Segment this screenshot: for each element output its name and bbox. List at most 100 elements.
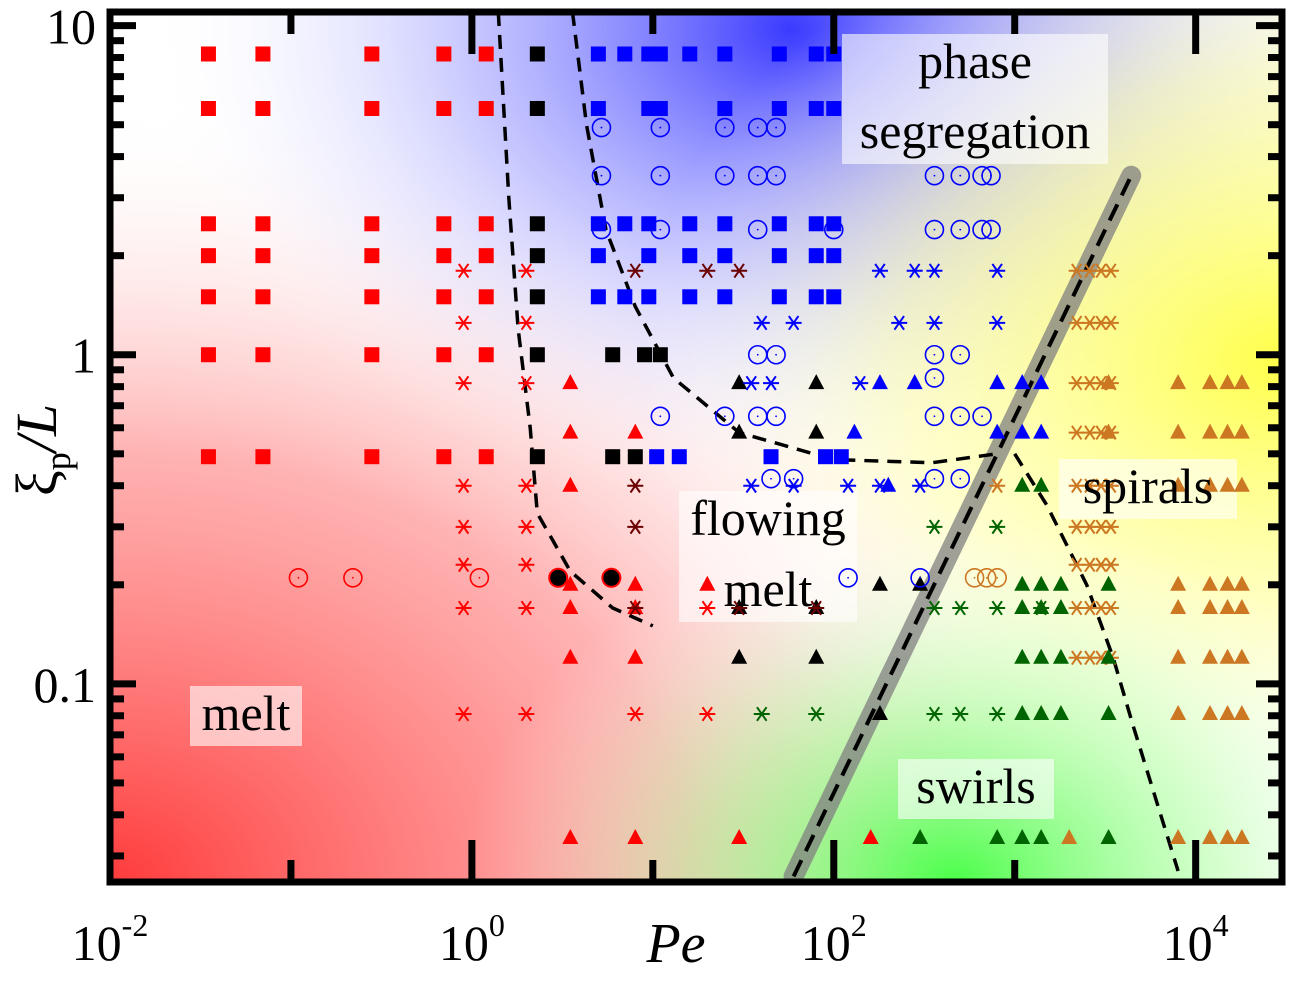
data-point-phase-segregation-circle-dot <box>832 228 835 231</box>
data-point-phase-segregation-circle-dot <box>959 228 962 231</box>
data-point-melt-star <box>455 315 472 331</box>
data-point-spirals-circle <box>987 568 1007 588</box>
data-point-melt-square <box>364 449 380 465</box>
region-label-flowing-melt: flowing <box>690 490 846 546</box>
data-point-spirals-triangle <box>1219 423 1236 439</box>
data-point-swirls-star <box>926 600 943 616</box>
data-point-melt-star <box>627 706 644 722</box>
data-point-phase-segregation-circle-dot <box>600 228 603 231</box>
x-tick-base: 10 <box>439 915 489 971</box>
data-point-phase-segregation-triangle <box>1014 423 1031 439</box>
data-point-swirls-star <box>989 519 1006 535</box>
data-point-spirals-star <box>1102 557 1119 573</box>
data-point-swirls-triangle <box>1014 829 1031 845</box>
data-point-swirls-triangle <box>1033 476 1050 492</box>
data-point-phase-segregation-circle-dot <box>659 126 662 129</box>
data-point-melt-square <box>478 46 494 62</box>
x-tick-label: 100 <box>439 907 505 971</box>
data-point-melt-circle-dot <box>478 576 481 579</box>
data-point-phase-segregation-square <box>771 100 787 116</box>
data-point-melt-circle-dot <box>352 576 354 579</box>
data-point-spirals-circle-dot <box>985 576 988 579</box>
y-axis-label: ξp/L <box>4 404 78 496</box>
data-point-spirals-triangle <box>1201 599 1218 615</box>
data-point-swirls-triangle <box>1033 599 1050 615</box>
data-point-phase-segregation-circle-dot <box>959 174 962 177</box>
data-point-phase-segregation-circle-dot <box>723 415 726 418</box>
data-point-swirls-triangle <box>1033 829 1050 845</box>
data-point-phase-segregation-square <box>808 248 824 264</box>
data-point-spirals-star <box>1102 600 1119 616</box>
data-point-transitional-star <box>627 478 644 494</box>
data-point-spirals-triangle <box>1233 476 1250 492</box>
data-point-phase-segregation-square <box>808 100 824 116</box>
data-point-phase-segregation-square <box>641 100 657 116</box>
data-point-spirals-triangle <box>1170 374 1187 390</box>
boundary-line <box>496 12 654 628</box>
data-point-spirals-triangle <box>1233 599 1250 615</box>
data-point-swirls-triangle <box>1014 599 1031 615</box>
data-point-phase-segregation-circle <box>950 219 971 240</box>
data-point-swirls-star <box>926 519 943 535</box>
data-point-swirls-triangle <box>1014 704 1031 720</box>
data-point-spirals-triangle <box>1201 374 1218 390</box>
data-point-phase-segregation-square <box>808 46 824 62</box>
data-point-phase-segregation-circle <box>981 165 1001 186</box>
data-point-melt-star <box>699 706 716 722</box>
data-point-phase-segregation-square <box>826 289 842 305</box>
data-point-phase-segregation-circle-dot <box>981 415 983 418</box>
data-point-melt-square <box>478 289 494 305</box>
data-point-phase-segregation-star <box>852 375 869 391</box>
data-point-phase-segregation-circle-dot <box>756 174 759 177</box>
data-point-melt-triangle <box>627 423 644 439</box>
data-point-swirls-triangle <box>1033 704 1050 720</box>
data-point-spirals-triangle <box>1233 423 1250 439</box>
data-point-phase-segregation-circle-dot <box>990 228 992 231</box>
svg-text:ξp/L: ξp/L <box>4 404 78 496</box>
data-point-melt-square <box>200 248 216 264</box>
data-point-melt-triangle <box>562 476 579 492</box>
data-point-phase-segregation-triangle <box>1014 374 1031 390</box>
data-point-spirals-triangle <box>1170 423 1187 439</box>
data-point-phase-segregation-star <box>785 315 802 331</box>
data-point-phase-segregation-circle <box>591 117 612 138</box>
data-point-phase-segregation-square <box>641 216 657 232</box>
data-point-spirals-triangle <box>1170 648 1187 664</box>
data-point-spirals-triangle <box>1201 575 1218 591</box>
data-point-phase-segregation-triangle <box>989 374 1006 390</box>
data-point-phase-segregation-circle-dot <box>600 126 603 129</box>
data-point-phase-segregation-square <box>682 46 698 62</box>
x-tick-base: 10 <box>801 915 851 971</box>
data-point-phase-segregation-square <box>771 289 787 305</box>
data-point-phase-segregation-square <box>652 46 668 62</box>
data-point-flowing-melt-circle-filled <box>601 567 622 588</box>
data-point-melt-triangle <box>862 829 879 845</box>
data-point-swirls-triangle <box>1033 575 1050 591</box>
region-label-bg-flowing-melt <box>679 491 857 622</box>
data-point-melt-star <box>518 557 535 573</box>
boundary-line <box>570 12 998 465</box>
data-point-phase-segregation-circle <box>747 219 768 240</box>
data-point-phase-segregation-square <box>682 248 698 264</box>
data-point-phase-segregation-circle <box>950 344 971 365</box>
data-point-phase-segregation-square <box>771 46 787 62</box>
data-point-melt-square <box>478 100 494 116</box>
data-point-spirals-triangle <box>1233 648 1250 664</box>
data-point-phase-segregation-circle-dot <box>990 174 992 177</box>
y-tick-labels: 0.1 1 10 <box>34 0 97 713</box>
data-point-swirls-triangle <box>1014 575 1031 591</box>
data-point-melt-square <box>364 248 380 264</box>
data-point-flowing-melt-square <box>529 449 545 465</box>
data-point-melt-circle <box>469 568 490 588</box>
data-point-swirls-triangle <box>1052 575 1069 591</box>
data-point-phase-segregation-circle-dot <box>659 415 662 418</box>
x-tick-labels: 10-2 100 102 104 <box>72 907 1229 971</box>
data-point-melt-triangle <box>562 648 579 664</box>
data-point-spirals-triangle <box>1219 599 1236 615</box>
region-label-bg-phase-segregation <box>842 34 1108 164</box>
data-point-phase-segregation-circle-dot <box>933 174 936 177</box>
data-point-melt-circle <box>343 568 363 588</box>
data-point-phase-segregation-triangle <box>1033 374 1050 390</box>
data-point-phase-segregation-circle-dot <box>756 415 759 418</box>
data-point-phase-segregation-circle-dot <box>792 477 795 480</box>
